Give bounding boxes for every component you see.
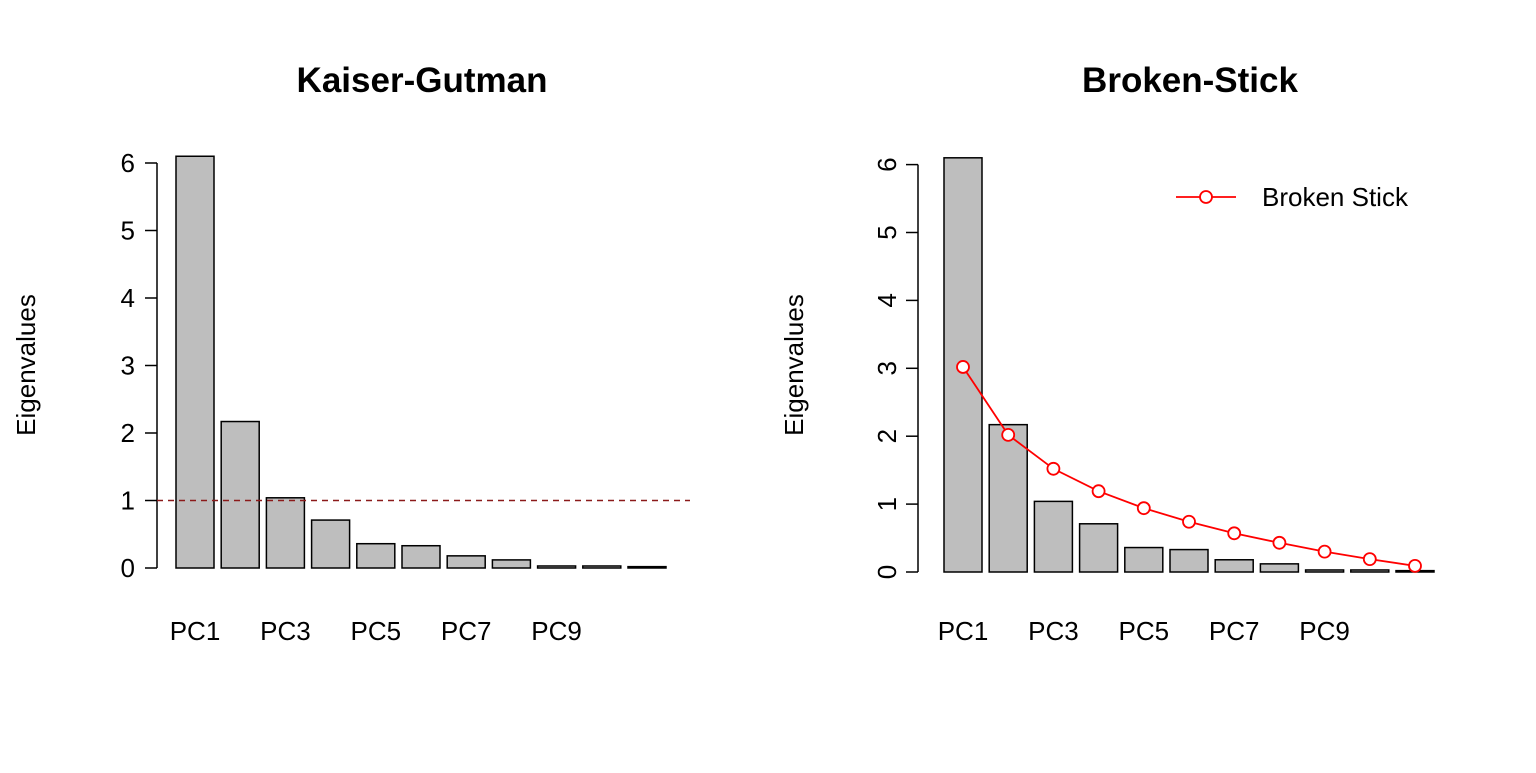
broken-stick-point xyxy=(1136,501,1151,516)
bar-pc2 xyxy=(988,423,1028,573)
bar-pc1 xyxy=(175,155,215,569)
broken-stick-point xyxy=(956,360,970,374)
bar-pc10 xyxy=(582,565,622,569)
broken-stick-point xyxy=(1272,535,1287,550)
y-tick-label: 3 xyxy=(872,361,902,375)
broken-stick-point xyxy=(1001,427,1016,442)
x-category-label: PC3 xyxy=(1028,616,1079,646)
y-tick-label: 3 xyxy=(121,351,135,381)
broken-stick-point xyxy=(1046,461,1061,476)
chart-title: Kaiser-Gutman xyxy=(297,61,548,100)
y-tick-label: 4 xyxy=(872,293,902,307)
y-tick-label: 2 xyxy=(121,418,135,448)
y-tick-label: 1 xyxy=(121,486,135,516)
bar-pc3 xyxy=(1033,500,1074,573)
bar-pc4 xyxy=(1078,523,1119,573)
legend-label: Broken Stick xyxy=(1262,182,1409,212)
y-tick-label: 1 xyxy=(872,497,902,511)
x-category-label: PC7 xyxy=(441,616,492,646)
bar-pc5 xyxy=(356,542,396,569)
bar-pc9 xyxy=(1304,569,1345,573)
y-tick-label: 2 xyxy=(872,429,902,443)
bar-pc11 xyxy=(627,565,667,569)
bar-pc8 xyxy=(1259,563,1300,573)
bar-pc7 xyxy=(446,555,486,569)
x-category-label: PC1 xyxy=(938,616,989,646)
bar-pc8 xyxy=(491,559,532,569)
y-tick-label: 5 xyxy=(121,216,135,246)
bar-pc10 xyxy=(1350,569,1390,573)
broken-stick-point xyxy=(1227,526,1242,541)
broken-stick-point xyxy=(1408,558,1422,573)
legend: Broken Stick xyxy=(1176,182,1409,212)
x-category-label: PC9 xyxy=(1299,616,1350,646)
chart-panel-1: Kaiser-Gutman Eigenvalues 0 1 2 3 4 5 6 PC1 PC3 PC5… xyxy=(11,61,690,646)
y-tick-label: 0 xyxy=(121,553,135,583)
x-category-label: PC3 xyxy=(260,616,311,646)
bar-pc6 xyxy=(1169,548,1209,573)
x-category-label: PC9 xyxy=(531,616,582,646)
broken-stick-point xyxy=(1317,544,1332,559)
bar-pc2 xyxy=(220,420,260,569)
bar-pc6 xyxy=(401,544,441,569)
y-tick-label: 6 xyxy=(121,148,135,178)
bar-pc3 xyxy=(265,497,306,569)
broken-stick-point xyxy=(1362,552,1377,566)
bar-pc7 xyxy=(1214,559,1254,573)
chart-title: Broken-Stick xyxy=(1082,61,1298,100)
broken-stick-line xyxy=(962,366,1416,567)
x-category-label: PC5 xyxy=(351,616,402,646)
bar-pc4 xyxy=(310,519,351,569)
legend-marker xyxy=(1199,190,1213,204)
y-tick-label: 0 xyxy=(872,565,902,579)
y-tick-label: 5 xyxy=(872,225,902,239)
y-tick-label: 6 xyxy=(872,157,902,171)
bar-pc9 xyxy=(536,565,577,569)
y-axis-label: Eigenvalues xyxy=(779,294,809,436)
y-axis-label: Eigenvalues xyxy=(11,294,41,436)
chart-panel-2: Broken-Stick Eigenvalues 0 1 2 3 4 5 6 PC1 PC3 PC5 P… xyxy=(779,61,1435,646)
x-category-label: PC5 xyxy=(1119,616,1170,646)
broken-stick-point xyxy=(1182,514,1196,529)
y-tick-label: 4 xyxy=(121,283,135,313)
x-category-label: PC1 xyxy=(170,616,221,646)
broken-stick-point xyxy=(1091,484,1106,499)
bar-pc5 xyxy=(1124,546,1164,573)
x-category-label: PC7 xyxy=(1209,616,1260,646)
